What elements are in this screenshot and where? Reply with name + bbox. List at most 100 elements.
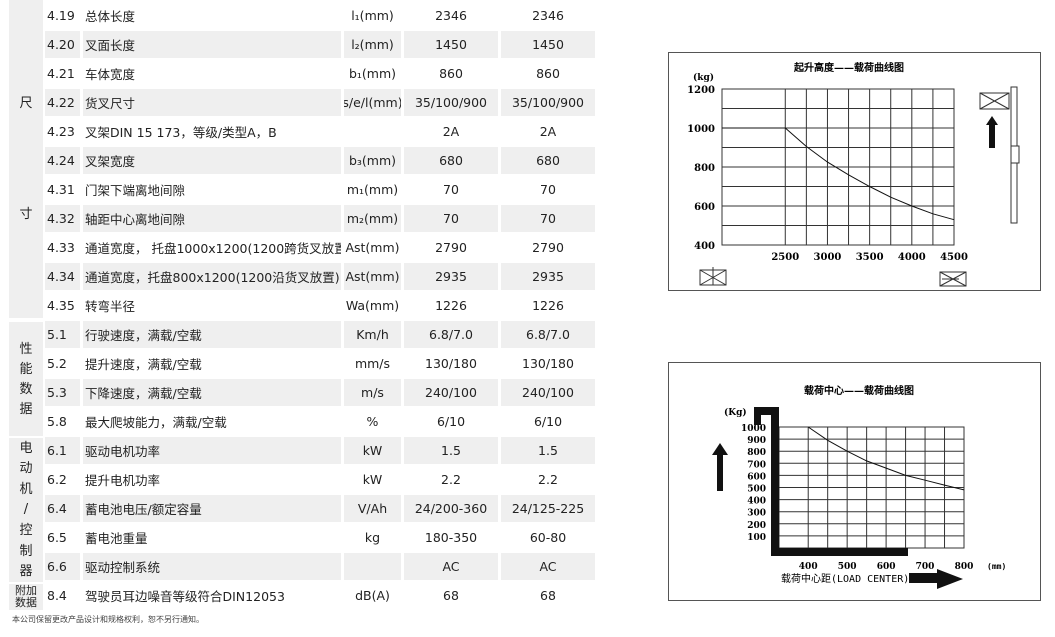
cell-desc: 通道宽度，托盘800x1200(1200沿货叉放置) [83, 263, 341, 290]
cell-desc: 蓄电池电压/额定容量 [83, 495, 341, 522]
x-tick-label: 2500 [771, 252, 799, 263]
cell-unit: kW [362, 472, 383, 487]
cell-v2: 60-80 [529, 530, 567, 545]
cell-v1: 2.2 [441, 472, 461, 487]
table-row: 4.31 门架下端离地间隙 m₁(mm) 70 70 [45, 176, 601, 203]
cell-v2: 2935 [501, 263, 595, 290]
cell-num: 5.2 [47, 356, 67, 371]
load-curve [722, 127, 955, 221]
cell-v1: 68 [443, 588, 459, 603]
cell-num: 5.8 [47, 414, 67, 429]
cell-num: 4.35 [47, 298, 75, 313]
cell-num: 5.3 [45, 379, 80, 406]
cell-desc: 转弯半径 [85, 299, 136, 314]
cell-unit: m₂(mm) [344, 205, 401, 232]
cell-desc: 货叉尺寸 [83, 89, 341, 116]
cell-num: 4.24 [45, 147, 80, 174]
table-row: 4.20 叉面长度 l₂(mm) 1450 1450 [45, 31, 601, 58]
cell-num: 4.22 [45, 89, 80, 116]
table-row: 4.22 货叉尺寸 s/e/l(mm) 35/100/900 35/100/900 [45, 89, 601, 116]
cell-v1: 680 [404, 147, 498, 174]
cell-v1: 24/200-360 [404, 495, 498, 522]
cell-v2: 1450 [501, 31, 595, 58]
cell-unit: kW [344, 437, 401, 464]
table-row: 4.23 叉架DIN 15 173，等级/类型A，B 2A 2A [45, 118, 601, 145]
cell-num: 4.20 [45, 31, 80, 58]
cell-unit: V/Ah [344, 495, 401, 522]
cell-v1: 1450 [404, 31, 498, 58]
cell-num: 6.1 [45, 437, 80, 464]
cell-desc: 下降速度，满载/空载 [83, 379, 341, 406]
category-char: 性 [19, 341, 33, 357]
cell-num: 4.19 [47, 8, 75, 23]
table-row: 6.5 蓄电池重量 kg 180-350 60-80 [45, 524, 601, 551]
x-tick-label: 600 [877, 562, 896, 572]
category-char: 动 [19, 461, 33, 477]
table-row: 6.1 驱动电机功率 kW 1.5 1.5 [45, 437, 601, 464]
table-row: 4.32 轴距中心离地间隙 m₂(mm) 70 70 [45, 205, 601, 232]
cell-unit: b₃(mm) [344, 147, 401, 174]
x-tick-label: 3500 [856, 252, 884, 263]
chart-title: 载荷中心——载荷曲线图 [804, 384, 914, 397]
plot-border [721, 88, 955, 246]
cell-desc: 行驶速度，满载/空载 [83, 321, 341, 348]
table-row: 4.35 转弯半径 Wa(mm) 1226 1226 [45, 292, 601, 319]
y-tick-label: 800 [694, 163, 715, 174]
cell-v1: 2935 [404, 263, 498, 290]
x-tick-label: 800 [955, 562, 974, 572]
y-tick-label: 800 [747, 448, 766, 458]
y-tick-label: 600 [694, 202, 715, 213]
table-row: 5.1 行驶速度，满载/空载 Km/h 6.8/7.0 6.8/7.0 [45, 321, 601, 348]
cell-desc: 最大爬坡能力，满载/空载 [85, 415, 227, 430]
cell-unit: mm/s [354, 356, 391, 371]
cell-desc: 提升电机功率 [85, 473, 161, 488]
cell-desc: 驱动电机功率 [83, 437, 341, 464]
cell-num: 4.23 [47, 124, 75, 139]
y-tick-label: 400 [747, 497, 766, 507]
cell-v2: 70 [540, 182, 556, 197]
cell-unit: b₁(mm) [348, 66, 397, 81]
cell-num: 6.5 [47, 530, 67, 545]
table-row: 6.6 驱动控制系统 AC AC [45, 553, 601, 580]
cell-v1: 860 [439, 66, 463, 81]
cell-num: 4.33 [47, 240, 75, 255]
footer-note: 本公司保留更改产品设计和规格权利，恕不另行通知。 [12, 615, 204, 624]
category-char: 能 [19, 361, 33, 377]
chart-title: 起升高度——载荷曲线图 [793, 61, 904, 74]
y-tick-label: 400 [694, 241, 715, 252]
category-char: 器 [19, 564, 33, 580]
cell-v2: 24/125-225 [501, 495, 595, 522]
category-char: 寸 [19, 207, 33, 222]
cell-unit: l₁(mm) [351, 8, 394, 23]
table-row: 6.4 蓄电池电压/额定容量 V/Ah 24/200-360 24/125-225 [45, 495, 601, 522]
cell-num: 6.6 [45, 553, 80, 580]
x-axis-label: 载荷中心距(LOAD CENTER) [781, 572, 909, 585]
table-row: 4.24 叉架宽度 b₃(mm) 680 680 [45, 147, 601, 174]
x-tick-label: 500 [838, 562, 857, 572]
cell-unit: kg [364, 530, 381, 545]
category-char: 机 [19, 481, 33, 497]
cell-num: 4.32 [45, 205, 80, 232]
cell-v2: 70 [501, 205, 595, 232]
y-tick-label: 100 [747, 533, 766, 543]
cell-desc: 叉面长度 [83, 31, 341, 58]
chart-load-center-load: 载荷中心——载荷曲线图 (Kg) 1000 900 800 700 600 500 400 300… [668, 362, 1041, 601]
cell-unit: m₁(mm) [346, 182, 399, 197]
y-axis-unit: (kg) [693, 72, 714, 83]
x-tick-label: 3000 [814, 252, 842, 263]
table-row: 4.33 通道宽度， 托盘1000x1200(1200跨货叉放置) Ast(mm) 2… [45, 234, 601, 261]
cell-unit: Ast(mm) [345, 240, 400, 255]
category-char: 尺 [19, 96, 33, 111]
cell-v1: 1226 [435, 298, 467, 313]
cell-unit: m/s [344, 379, 401, 406]
cell-unit: Ast(mm) [344, 263, 401, 290]
cell-v2: 680 [501, 147, 595, 174]
y-axis-unit: (Kg) [724, 407, 747, 418]
cell-v1: 6/10 [436, 414, 466, 429]
cell-v1: 2346 [435, 8, 467, 23]
category-dimensions: 尺 寸 [9, 0, 43, 318]
category-char: 附加 [15, 584, 37, 597]
cell-num: 8.4 [47, 588, 67, 603]
cell-num: 4.21 [47, 66, 75, 81]
category-char: 电 [19, 440, 33, 456]
